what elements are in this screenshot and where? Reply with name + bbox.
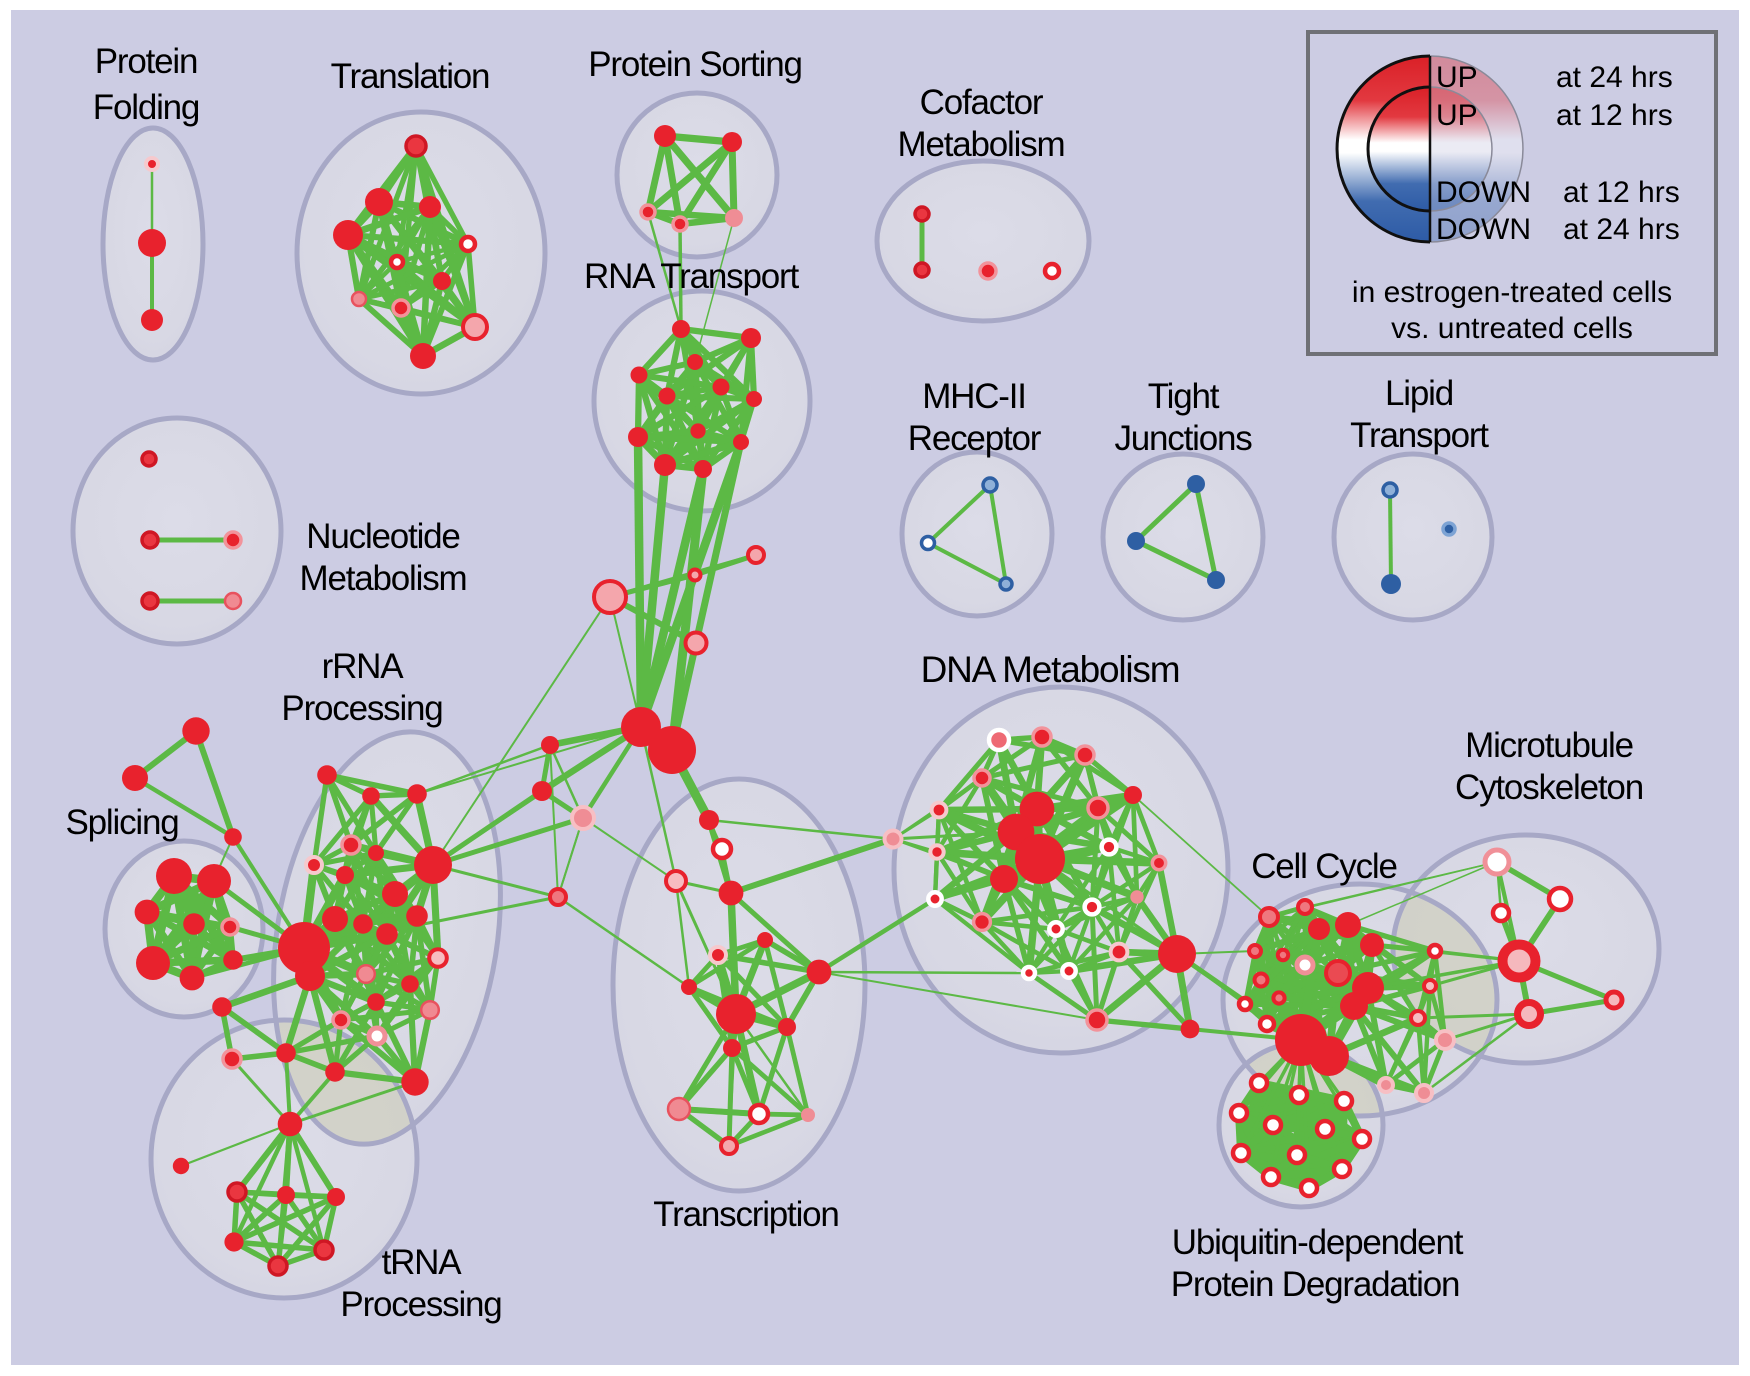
svg-text:Translation: Translation <box>331 57 490 96</box>
svg-text:at 24 hrs: at 24 hrs <box>1563 213 1680 246</box>
svg-text:Cell Cycle: Cell Cycle <box>1251 847 1397 886</box>
svg-text:DNA Metabolism: DNA Metabolism <box>921 649 1180 690</box>
svg-text:Transport: Transport <box>1350 416 1489 455</box>
svg-text:Protein Degradation: Protein Degradation <box>1171 1265 1460 1304</box>
svg-text:rRNA: rRNA <box>322 647 405 686</box>
svg-text:Processing: Processing <box>281 689 442 728</box>
svg-text:DOWN: DOWN <box>1436 176 1531 209</box>
svg-text:Processing: Processing <box>340 1285 501 1324</box>
svg-text:Transcription: Transcription <box>653 1195 838 1234</box>
svg-text:Lipid: Lipid <box>1385 374 1453 413</box>
svg-text:Junctions: Junctions <box>1114 419 1252 458</box>
svg-text:Metabolism: Metabolism <box>300 559 467 598</box>
svg-text:at 12 hrs: at 12 hrs <box>1556 99 1673 132</box>
svg-text:Cytoskeleton: Cytoskeleton <box>1455 768 1643 807</box>
svg-text:in estrogen-treated cells: in estrogen-treated cells <box>1352 276 1672 309</box>
svg-text:tRNA: tRNA <box>382 1243 463 1282</box>
svg-text:RNA Transport: RNA Transport <box>584 257 799 296</box>
svg-text:Folding: Folding <box>93 88 199 127</box>
svg-text:Tight: Tight <box>1148 377 1220 416</box>
svg-text:MHC-II: MHC-II <box>922 377 1026 416</box>
svg-text:Nucleotide: Nucleotide <box>306 517 459 556</box>
svg-text:Protein: Protein <box>95 42 198 81</box>
svg-text:Splicing: Splicing <box>66 803 179 842</box>
svg-text:Ubiquitin-dependent: Ubiquitin-dependent <box>1172 1223 1464 1262</box>
svg-text:UP: UP <box>1436 99 1478 132</box>
svg-text:at 12 hrs: at 12 hrs <box>1563 176 1680 209</box>
svg-text:Protein Sorting: Protein Sorting <box>588 45 802 84</box>
svg-text:Metabolism: Metabolism <box>898 125 1065 164</box>
svg-text:Cofactor: Cofactor <box>920 83 1044 122</box>
svg-text:Microtubule: Microtubule <box>1465 726 1633 765</box>
svg-text:DOWN: DOWN <box>1436 213 1531 246</box>
svg-text:at 24 hrs: at 24 hrs <box>1556 61 1673 94</box>
svg-text:Receptor: Receptor <box>908 419 1042 458</box>
svg-text:UP: UP <box>1436 61 1478 94</box>
svg-text:vs. untreated cells: vs. untreated cells <box>1391 312 1633 345</box>
